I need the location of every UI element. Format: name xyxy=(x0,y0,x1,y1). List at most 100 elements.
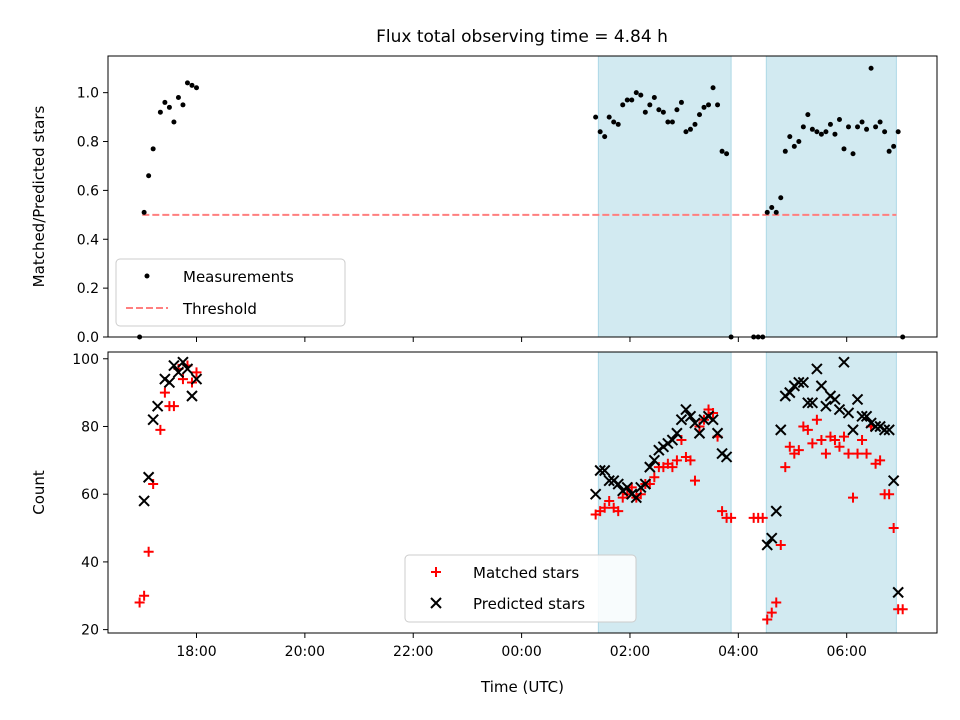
measurement-point xyxy=(175,95,181,101)
legend-box xyxy=(115,258,346,327)
predicted-point xyxy=(684,410,697,423)
matched-point xyxy=(838,431,849,442)
predicted-point xyxy=(675,414,688,426)
measurement-point xyxy=(864,126,870,132)
predicted-point xyxy=(177,356,189,368)
measurement-point xyxy=(171,119,177,125)
measurement-point xyxy=(706,102,712,108)
x-tick-label: 00:00 xyxy=(501,644,541,660)
measurement-point xyxy=(782,148,788,154)
predicted-point xyxy=(644,461,656,473)
measurement-point xyxy=(701,104,707,110)
matched-point xyxy=(771,597,782,608)
measurement-point xyxy=(166,104,172,110)
legend: Matched stars Predicted stars xyxy=(404,554,637,623)
measurement-point xyxy=(764,209,770,215)
matched-point xyxy=(689,475,700,486)
measurement-point xyxy=(184,80,190,86)
x-tick-label: 02:00 xyxy=(610,644,650,660)
y-tick-label: 0.2 xyxy=(77,281,99,297)
x-tick-label: 06:00 xyxy=(827,644,867,660)
measurement-point xyxy=(778,195,784,201)
measurement-point xyxy=(859,119,865,125)
measurement-point xyxy=(651,95,657,101)
measurement-point xyxy=(868,65,874,71)
measurement-point xyxy=(696,112,702,118)
predicted-point xyxy=(168,359,180,372)
count-panel: 20 40 60 80 100 Count 18:00 20:00 22:00 00:00 02:0… xyxy=(30,351,938,696)
x-tick-label: 04:00 xyxy=(718,644,758,660)
matched-point xyxy=(829,435,840,446)
measurement-point xyxy=(602,134,608,140)
measurement-point xyxy=(832,131,838,137)
measurement-point xyxy=(800,124,806,130)
measurement-point xyxy=(895,129,901,135)
measurement-point xyxy=(823,129,829,135)
measurement-point xyxy=(841,146,847,152)
matched-point xyxy=(820,448,831,459)
measurement-point xyxy=(620,102,626,108)
predicted-point xyxy=(770,505,782,517)
predicted-point xyxy=(847,424,859,436)
matched-point xyxy=(168,401,179,412)
matched-point xyxy=(897,604,908,615)
measurement-point xyxy=(162,99,168,105)
y-tick-label: 60 xyxy=(81,487,99,503)
predicted-point xyxy=(869,420,882,433)
matched-point xyxy=(861,448,872,459)
matched-point xyxy=(766,607,777,618)
predicted-point xyxy=(648,454,661,467)
measurement-point xyxy=(873,124,879,130)
predicted-point xyxy=(833,403,846,416)
legend-label-matched: Matched stars xyxy=(473,564,579,582)
measurement-point xyxy=(656,107,662,113)
measurement-point xyxy=(150,146,156,152)
y-tick-label: 0.8 xyxy=(77,135,99,151)
matched-point xyxy=(875,455,886,466)
measurement-point xyxy=(624,97,630,103)
legend-label-threshold: Threshold xyxy=(182,300,257,318)
measurement-point xyxy=(814,129,820,135)
predicted-point xyxy=(680,403,692,416)
ratio-panel: 0.0 0.2 0.4 0.6 0.8 1.0 Matched/Predicted star… xyxy=(30,55,938,346)
matched-point xyxy=(884,489,895,500)
measurement-point xyxy=(719,148,725,154)
measurement-point xyxy=(606,114,612,120)
predicted-point xyxy=(856,410,868,423)
predicted-point xyxy=(851,393,864,406)
y-tick-label: 40 xyxy=(81,555,99,571)
measurement-point xyxy=(633,90,639,96)
series-x xyxy=(138,356,904,599)
predicted-point xyxy=(878,424,891,436)
predicted-point xyxy=(811,363,823,375)
predicted-point xyxy=(163,376,176,389)
matched-point xyxy=(848,492,859,503)
measurement-point xyxy=(846,124,852,130)
measurement-point xyxy=(773,209,779,215)
legend-label-measurements: Measurements xyxy=(183,268,294,286)
legend-box xyxy=(404,554,637,623)
predicted-point xyxy=(838,356,850,368)
y-tick-label: 80 xyxy=(81,419,99,435)
measurement-point xyxy=(674,107,680,113)
measurement-point xyxy=(787,134,793,140)
predicted-point xyxy=(711,427,724,439)
measurement-point xyxy=(715,102,721,108)
matched-point xyxy=(599,502,610,513)
matched-point xyxy=(793,445,804,456)
predicted-point xyxy=(603,474,615,487)
predicted-point xyxy=(887,474,900,487)
predicted-point xyxy=(802,397,814,409)
matched-point xyxy=(155,424,166,435)
matched-point xyxy=(613,506,624,517)
measurement-point xyxy=(891,143,897,149)
measurement-point xyxy=(180,102,186,108)
predicted-point xyxy=(589,488,602,500)
measurement-point xyxy=(836,117,842,123)
measurement-point xyxy=(724,151,730,157)
predicted-point xyxy=(842,407,855,419)
matched-point xyxy=(807,438,818,449)
matched-point xyxy=(649,472,660,483)
measurement-point xyxy=(791,143,797,149)
measurement-point xyxy=(597,129,603,135)
